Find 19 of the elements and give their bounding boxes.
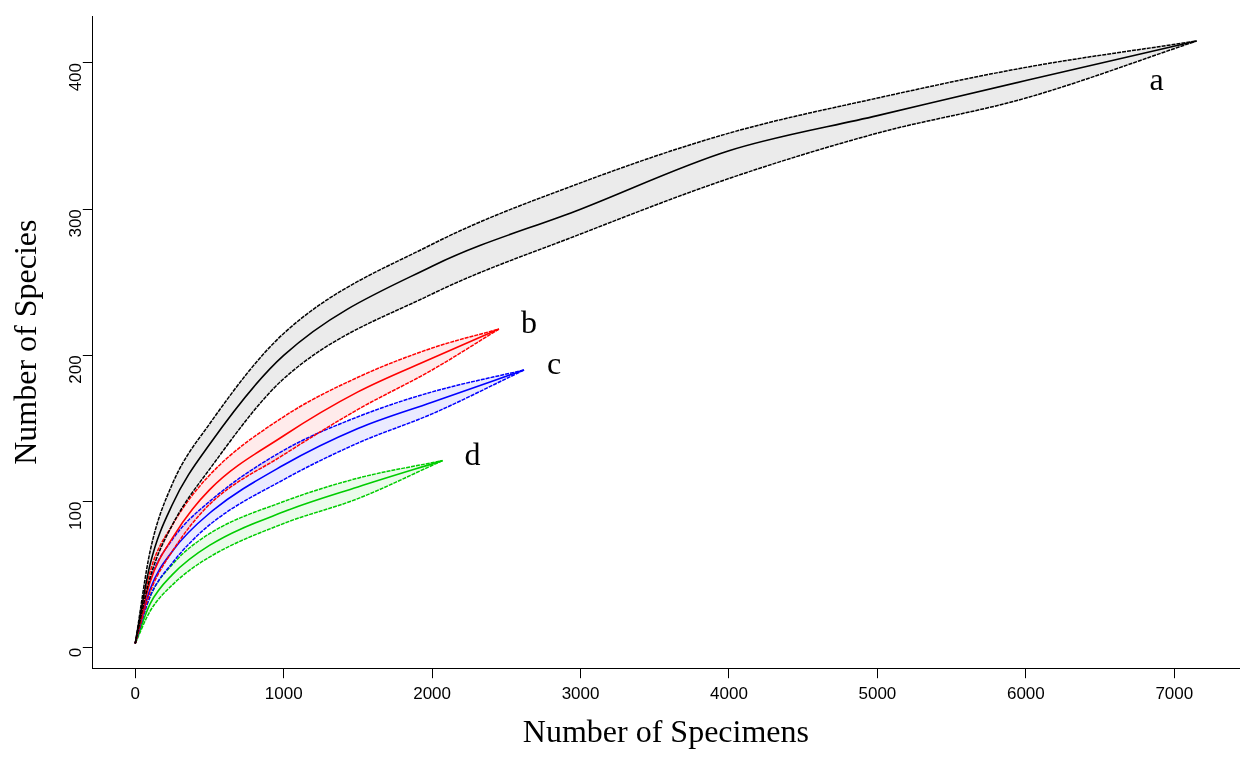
- y-tick-label: 300: [66, 209, 86, 238]
- series-label: a: [1149, 61, 1164, 98]
- y-tick-label: 0: [66, 647, 86, 658]
- x-tick-label: 7000: [1155, 684, 1194, 704]
- x-tick-label: 3000: [561, 684, 600, 704]
- x-tick-label: 2000: [413, 684, 452, 704]
- series-label: d: [464, 436, 481, 473]
- x-tick-label: 6000: [1006, 684, 1045, 704]
- x-tick-label: 0: [130, 684, 140, 704]
- x-axis-title: Number of Specimens: [522, 713, 809, 750]
- series-label: c: [547, 345, 562, 382]
- y-axis-title: Number of Species: [6, 219, 43, 465]
- y-tick-label: 100: [66, 501, 86, 530]
- x-tick-label: 4000: [710, 684, 748, 704]
- x-tick-label: 1000: [264, 684, 303, 704]
- y-tick-label: 400: [66, 62, 86, 92]
- x-tick-label: 5000: [858, 684, 897, 704]
- series-label: b: [520, 304, 537, 341]
- y-tick-label: 200: [66, 355, 86, 384]
